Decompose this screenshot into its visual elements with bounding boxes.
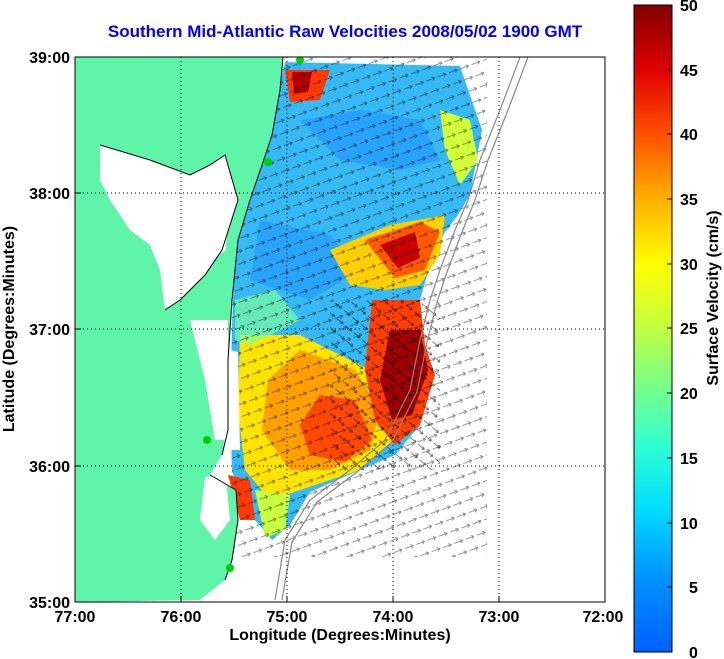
y-tick-label: 39:00 [29, 50, 70, 67]
colorbar-tick-label: 0 [689, 645, 698, 659]
y-axis-label: Latitude (Degrees:Minutes) [1, 226, 18, 432]
x-tick-label: 76:00 [161, 609, 202, 626]
x-tick-label: 75:00 [267, 609, 308, 626]
colorbar-tick-label: 20 [680, 386, 698, 403]
y-tick-label: 36:00 [29, 459, 70, 476]
radar-site-marker [226, 564, 234, 572]
colorbar-ticks [667, 4, 672, 653]
radar-site-marker [203, 436, 211, 444]
colorbar-tick-label: 30 [680, 257, 698, 274]
radar-site-marker [296, 57, 304, 64]
colorbar-tick-label: 45 [680, 63, 698, 80]
y-tick-label: 38:00 [29, 186, 70, 203]
colorbar-tick-label: 10 [680, 516, 698, 533]
y-tick-label: 35:00 [29, 595, 70, 612]
y-tick-label: 37:00 [29, 322, 70, 339]
y-tick-labels: 39:00 38:00 37:00 36:00 35:00 [29, 50, 70, 612]
velocity-field [228, 57, 487, 557]
colorbar-tick-label: 40 [680, 127, 698, 144]
colorbar-tick-label: 35 [680, 192, 698, 209]
bathymetry-contours [274, 57, 529, 601]
colorbar [633, 4, 673, 653]
x-tick-labels: 77:00 76:00 75:00 74:00 73:00 72:00 [55, 609, 624, 626]
map-grid [75, 57, 605, 602]
colorbar-tick-labels: 50 45 40 35 30 25 20 15 10 5 0 [680, 0, 698, 659]
colorbar-tick-label: 5 [689, 580, 698, 597]
x-tick-label: 77:00 [55, 609, 96, 626]
colorbar-tick-label: 25 [680, 321, 698, 338]
colorbar-tick-label: 50 [680, 0, 698, 15]
colorbar-label: Surface Velocity (cm/s) [705, 210, 722, 385]
tick-marks [74, 56, 606, 603]
radar-sites [203, 57, 304, 572]
x-tick-label: 74:00 [373, 609, 414, 626]
colorbar-tick-label: 15 [680, 451, 698, 468]
x-tick-label: 72:00 [583, 609, 624, 626]
map-title: Southern Mid-Atlantic Raw Velocities 200… [107, 22, 583, 41]
x-axis-label: Longitude (Degrees:Minutes) [229, 627, 450, 644]
x-tick-label: 73:00 [479, 609, 520, 626]
radar-site-marker [264, 158, 272, 166]
